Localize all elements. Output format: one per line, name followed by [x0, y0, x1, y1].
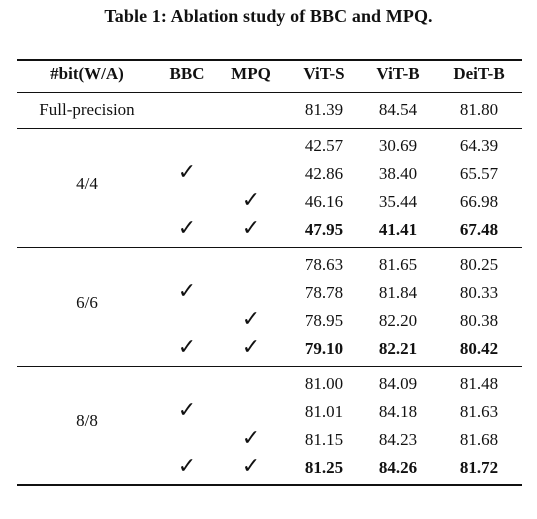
table-cell: 66.98: [459, 192, 499, 211]
group-divider: [17, 366, 522, 367]
table-cell: 65.57: [459, 164, 499, 183]
table-cell: 80.33: [459, 283, 499, 302]
table-cell: 47.95: [304, 220, 344, 239]
table-cell: 80.38: [459, 311, 499, 330]
header-rule: [17, 92, 522, 93]
table-cell: 42.57: [304, 136, 344, 155]
check-icon: ✓: [177, 398, 197, 423]
table-cell: 82.21: [378, 339, 418, 358]
group-divider: [17, 247, 522, 248]
header-vit-b: ViT-B: [376, 64, 420, 83]
group-label: 6/6: [76, 293, 98, 312]
table-cell: 81.72: [459, 458, 499, 477]
check-icon: ✓: [177, 160, 197, 185]
table-cell: 84.26: [378, 458, 418, 477]
table-cell: 84.09: [378, 374, 418, 393]
table-cell: 84.23: [378, 430, 418, 449]
check-icon: ✓: [241, 216, 261, 241]
table-cell: 81.00: [304, 374, 344, 393]
group-label: 8/8: [76, 411, 98, 430]
table-cell: 81.01: [304, 402, 344, 421]
table-cell: 81.84: [378, 283, 418, 302]
table-cell: 81.80: [459, 100, 499, 119]
check-icon: ✓: [177, 454, 197, 479]
table-cell: 81.48: [459, 374, 499, 393]
check-icon: ✓: [241, 188, 261, 213]
table-cell: 84.18: [378, 402, 418, 421]
full-precision-label: Full-precision: [39, 100, 135, 119]
header-bit-width: #bit(W/A): [50, 64, 124, 83]
table-cell: 81.25: [304, 458, 344, 477]
table-cell: 78.78: [304, 283, 344, 302]
header-bbc: BBC: [169, 64, 205, 83]
table-cell: 78.95: [304, 311, 344, 330]
table-cell: 67.48: [459, 220, 499, 239]
table-cell: 84.54: [378, 100, 418, 119]
check-icon: ✓: [177, 279, 197, 304]
table-cell: 80.42: [459, 339, 499, 358]
table-cell: 81.15: [304, 430, 344, 449]
check-icon: ✓: [241, 454, 261, 479]
table-caption: Table 1: Ablation study of BBC and MPQ.: [104, 6, 433, 26]
table-cell: 81.68: [459, 430, 499, 449]
header-vit-s: ViT-S: [303, 64, 345, 83]
header-mpq: MPQ: [231, 64, 271, 83]
table-cell: 79.10: [304, 339, 344, 358]
table-cell: 78.63: [304, 255, 344, 274]
top-rule: [17, 59, 522, 61]
table-cell: 82.20: [378, 311, 418, 330]
table-cell: 81.63: [459, 402, 499, 421]
check-icon: ✓: [241, 426, 261, 451]
check-icon: ✓: [177, 216, 197, 241]
check-icon: ✓: [241, 335, 261, 360]
check-icon: ✓: [241, 307, 261, 332]
header-deit-b: DeiT-B: [453, 64, 505, 83]
table-cell: 81.39: [304, 100, 344, 119]
table-cell: 46.16: [304, 192, 344, 211]
table-cell: 30.69: [378, 136, 418, 155]
table-cell: 41.41: [378, 220, 418, 239]
table-cell: 81.65: [378, 255, 418, 274]
table-cell: 42.86: [304, 164, 344, 183]
group-divider: [17, 128, 522, 129]
table-cell: 35.44: [378, 192, 418, 211]
check-icon: ✓: [177, 335, 197, 360]
bottom-rule: [17, 484, 522, 486]
table-cell: 80.25: [459, 255, 499, 274]
group-label: 4/4: [76, 174, 98, 193]
table-cell: 64.39: [459, 136, 499, 155]
table-cell: 38.40: [378, 164, 418, 183]
